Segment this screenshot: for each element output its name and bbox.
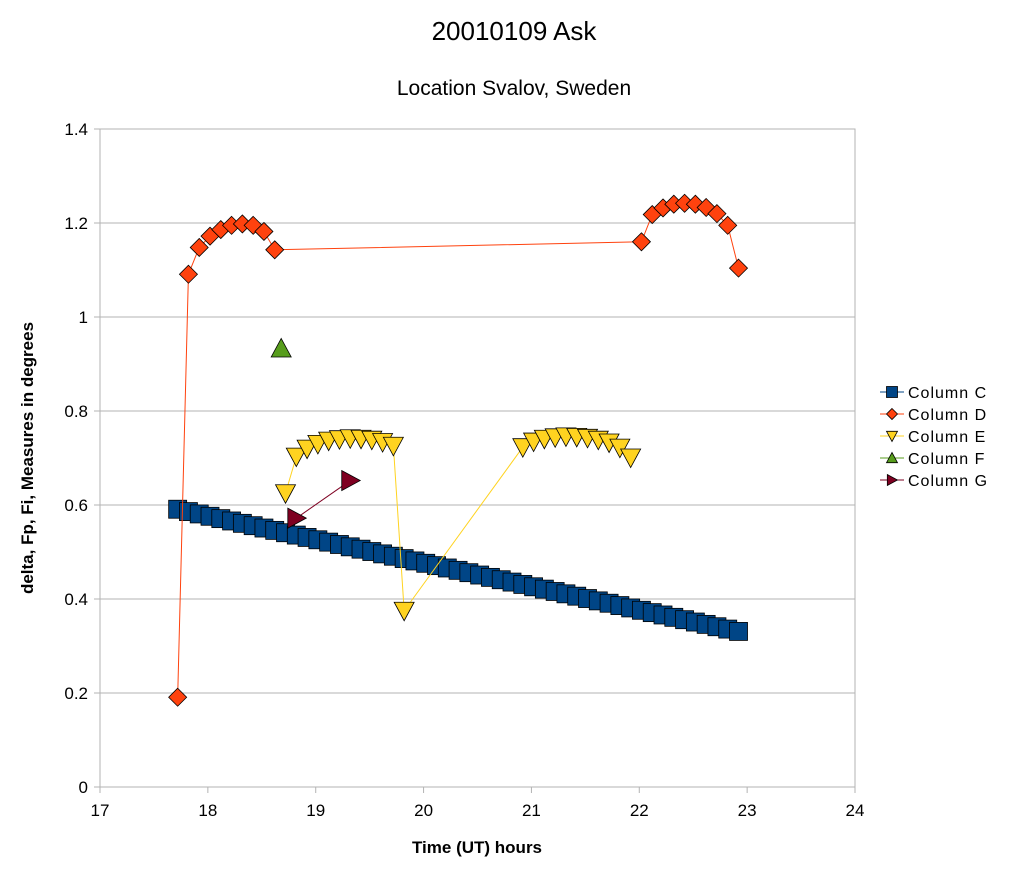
legend-item: Column D bbox=[880, 407, 987, 424]
legend-marker bbox=[886, 386, 898, 398]
legend-label: Column G bbox=[908, 473, 988, 490]
series-line bbox=[285, 435, 631, 613]
chart-title: 20010109 Ask bbox=[432, 16, 598, 46]
plot-area-border bbox=[99, 128, 856, 788]
data-point bbox=[718, 215, 738, 235]
x-tick-label: 22 bbox=[630, 801, 649, 820]
data-point bbox=[254, 221, 274, 242]
plot-series bbox=[168, 193, 749, 707]
data-point bbox=[270, 337, 292, 358]
y-tick-label: 0.6 bbox=[64, 496, 88, 515]
y-tick-label: 0.2 bbox=[64, 684, 88, 703]
legend-label: Column D bbox=[908, 407, 987, 424]
y-tick-label: 1.2 bbox=[64, 214, 88, 233]
chart-subtitle: Location Svalov, Sweden bbox=[397, 77, 631, 100]
x-tick-label: 24 bbox=[846, 801, 865, 820]
x-tick-label: 19 bbox=[306, 801, 325, 820]
data-point bbox=[178, 264, 199, 284]
legend-item: Column E bbox=[880, 429, 986, 446]
legend-marker bbox=[885, 407, 899, 421]
data-point bbox=[341, 469, 362, 492]
legend-item: Column C bbox=[880, 385, 987, 402]
data-point bbox=[631, 232, 652, 252]
data-point bbox=[707, 204, 727, 224]
data-point bbox=[619, 448, 642, 469]
data-point bbox=[189, 237, 209, 258]
series-line bbox=[296, 480, 351, 519]
x-tick-label: 20 bbox=[414, 801, 433, 820]
data-point bbox=[285, 447, 307, 468]
data-point bbox=[609, 438, 631, 459]
x-axis: 17 18 19 20 21 22 23 24 bbox=[91, 787, 865, 820]
x-axis-title: Time (UT) hours bbox=[412, 838, 542, 857]
y-axis: 0 0.2 0.4 0.6 0.8 1 1.2 1.4 bbox=[64, 120, 100, 797]
series-5 bbox=[287, 469, 362, 529]
y-tick-label: 0 bbox=[79, 778, 88, 797]
data-point bbox=[168, 687, 188, 707]
legend-marker bbox=[886, 473, 899, 487]
x-tick-label: 21 bbox=[522, 801, 541, 820]
y-axis-title: delta, Fp, Fi, Measures in degrees bbox=[18, 322, 37, 594]
legend-item: Column G bbox=[880, 473, 988, 490]
legend-item: Column F bbox=[880, 451, 985, 468]
data-point bbox=[274, 484, 297, 505]
legend-label: Column E bbox=[908, 429, 986, 446]
series-3 bbox=[274, 427, 642, 622]
legend-label: Column C bbox=[908, 385, 987, 402]
data-point bbox=[512, 438, 534, 459]
data-point bbox=[382, 436, 405, 457]
legend: Column C Column D Column E Column F Column G bbox=[880, 385, 988, 490]
x-tick-label: 18 bbox=[198, 801, 217, 820]
data-point bbox=[287, 507, 308, 529]
y-tick-label: 0.4 bbox=[64, 590, 88, 609]
series-1 bbox=[168, 499, 748, 641]
data-point bbox=[729, 622, 748, 641]
y-tick-label: 1.4 bbox=[64, 120, 88, 139]
data-point bbox=[728, 258, 749, 278]
data-point bbox=[265, 240, 285, 260]
y-tick-label: 0.8 bbox=[64, 402, 88, 421]
x-tick-label: 23 bbox=[738, 801, 757, 820]
series-4 bbox=[270, 337, 292, 358]
y-tick-label: 1 bbox=[79, 308, 88, 327]
data-point bbox=[393, 601, 415, 622]
legend-marker bbox=[885, 451, 899, 464]
legend-label: Column F bbox=[908, 451, 985, 468]
legend-marker bbox=[885, 430, 899, 443]
series-2 bbox=[168, 193, 749, 707]
x-tick-label: 17 bbox=[91, 801, 110, 820]
data-point bbox=[296, 439, 318, 460]
